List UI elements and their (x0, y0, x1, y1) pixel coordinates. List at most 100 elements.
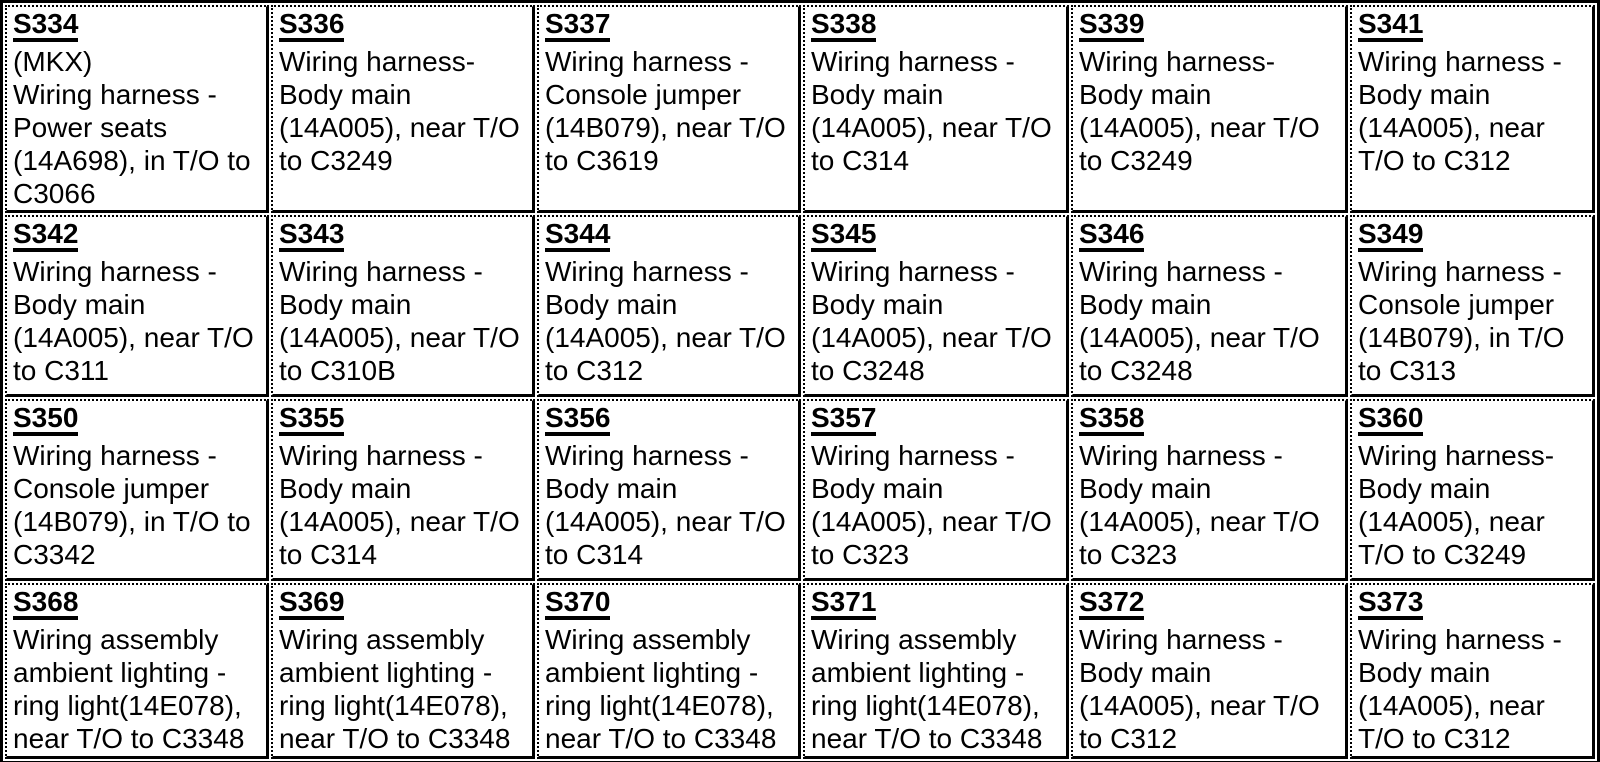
splice-code-line: S372 (1079, 587, 1341, 623)
splice-description-line: near T/O to C3348 (279, 723, 511, 754)
splice-cell-s343: S343 Wiring harness - Body main (14A005), n… (271, 215, 535, 397)
splice-description-line: to C314 (545, 539, 644, 570)
splice-code-line: S370 (545, 587, 794, 623)
splice-description-line: (14A005), near T/O (1079, 112, 1320, 143)
splice-description-line: (14A005), near (1358, 690, 1545, 721)
splice-cell-s358: S358 Wiring harness - Body main (14A005), n… (1071, 399, 1348, 581)
splice-description-line: Wiring harness - (13, 256, 217, 287)
splice-code-link[interactable]: S358 (1079, 404, 1145, 436)
splice-code-line: S345 (811, 219, 1062, 255)
splice-description-line: (14A005), near T/O (545, 322, 786, 353)
splice-description-line: Body main (811, 473, 944, 504)
splice-code-link[interactable]: S345 (811, 220, 877, 252)
splice-code-link[interactable]: S334 (13, 10, 79, 42)
splice-description-line: to C311 (13, 355, 109, 386)
splice-code-line: S373 (1358, 587, 1588, 623)
splice-code-link[interactable]: S350 (13, 404, 79, 436)
splice-description-line: C3066 (13, 178, 96, 209)
splice-code-link[interactable]: S373 (1358, 588, 1424, 620)
splice-code-line: S344 (545, 219, 794, 255)
splice-code-link[interactable]: S342 (13, 220, 79, 252)
splice-description-line: near T/O to C3348 (13, 723, 245, 754)
splice-code-line: S337 (545, 9, 794, 45)
splice-table-body: S334 (MKX) Wiring harness - Power seats (14A… (5, 5, 1595, 759)
splice-cell-s339: S339 Wiring harness- Body main (14A005), ne… (1071, 5, 1348, 213)
splice-description-line: to C313 (1358, 355, 1457, 386)
splice-description-line: Wiring assembly (13, 624, 219, 655)
splice-description-line: near T/O to C3348 (545, 723, 777, 754)
splice-description-line: Console jumper (13, 473, 210, 504)
splice-description-line: to C312 (1079, 723, 1178, 754)
splice-description-line: ambient lighting - (545, 657, 759, 688)
splice-code-link[interactable]: S360 (1358, 404, 1424, 436)
splice-description-line: (14A005), near T/O (1079, 690, 1320, 721)
splice-description-line: Wiring harness- (1079, 46, 1276, 77)
splice-code-line: S349 (1358, 219, 1588, 255)
splice-cell-s355: S355 Wiring harness - Body main (14A005), n… (271, 399, 535, 581)
splice-description-line: to C314 (811, 145, 910, 176)
splice-description-line: (14A005), near T/O (811, 322, 1052, 353)
table-row: S350 Wiring harness - Console jumper (14B07… (5, 399, 1595, 581)
splice-description-line: (14A005), near T/O (1079, 506, 1320, 537)
splice-code-line: S343 (279, 219, 528, 255)
splice-description-line: to C310B (279, 355, 396, 386)
splice-cell-s357: S357 Wiring harness - Body main (14A005), n… (803, 399, 1069, 581)
splice-code-link[interactable]: S346 (1079, 220, 1145, 252)
splice-description-line: (14A005), near T/O (1079, 322, 1320, 353)
splice-code-link[interactable]: S357 (811, 404, 877, 436)
splice-description-line: Body main (13, 289, 146, 320)
splice-cell-s345: S345 Wiring harness - Body main (14A005), n… (803, 215, 1069, 397)
splice-description-line: (14A005), near T/O (811, 112, 1052, 143)
splice-description-line: ring light(14E078), (279, 690, 508, 721)
splice-description-line: Body main (545, 289, 678, 320)
splice-description-line: to C323 (1079, 539, 1178, 570)
splice-code-line: S369 (279, 587, 528, 623)
splice-code-link[interactable]: S341 (1358, 10, 1424, 42)
splice-description-line: to C314 (279, 539, 378, 570)
splice-description-line: Body main (1358, 79, 1491, 110)
splice-code-link[interactable]: S339 (1079, 10, 1145, 42)
splice-description-line: to C3249 (279, 145, 393, 176)
splice-description-line: Wiring harness - (279, 440, 483, 471)
splice-description-line: to C3249 (1079, 145, 1193, 176)
splice-description-line: Wiring harness - (1358, 256, 1562, 287)
splice-description-line: (14B079), near T/O (545, 112, 786, 143)
splice-cell-s338: S338 Wiring harness - Body main (14A005), n… (803, 5, 1069, 213)
splice-cell-s349: S349 Wiring harness - Console jumper (14B07… (1350, 215, 1595, 397)
splice-code-link[interactable]: S349 (1358, 220, 1424, 252)
splice-description-line: Wiring harness - (811, 46, 1015, 77)
splice-code-link[interactable]: S336 (279, 10, 345, 42)
splice-code-line: S371 (811, 587, 1062, 623)
splice-code-link[interactable]: S369 (279, 588, 345, 620)
splice-description-line: to C312 (545, 355, 644, 386)
splice-cell-s356: S356 Wiring harness - Body main (14A005), n… (537, 399, 801, 581)
splice-description-line: (14A005), near T/O (279, 112, 520, 143)
splice-description-line: Console jumper (545, 79, 742, 110)
splice-description-line: Console jumper (1358, 289, 1555, 320)
splice-code-link[interactable]: S356 (545, 404, 611, 436)
splice-code-link[interactable]: S371 (811, 588, 877, 620)
splice-cell-s342: S342 Wiring harness - Body main (14A005), n… (5, 215, 269, 397)
splice-description-line: Wiring assembly (811, 624, 1017, 655)
splice-description-line: C3342 (13, 539, 96, 570)
splice-code-link[interactable]: S344 (545, 220, 611, 252)
splice-code-link[interactable]: S368 (13, 588, 79, 620)
splice-description-line: Wiring harness- (1358, 440, 1555, 471)
splice-code-link[interactable]: S337 (545, 10, 611, 42)
splice-code-link[interactable]: S343 (279, 220, 345, 252)
splice-code-link[interactable]: S372 (1079, 588, 1145, 620)
splice-description-line: (14A005), near T/O (811, 506, 1052, 537)
splice-description-line: Wiring harness - (1358, 46, 1562, 77)
splice-description-line: Body main (811, 79, 944, 110)
splice-code-line: S339 (1079, 9, 1341, 45)
splice-code-line: S360 (1358, 403, 1588, 439)
splice-description-line: Wiring harness - (811, 256, 1015, 287)
splice-code-link[interactable]: S338 (811, 10, 877, 42)
splice-description-line: Body main (1079, 473, 1212, 504)
splice-description-line: ambient lighting - (13, 657, 227, 688)
splice-description-line: Wiring harness - (13, 440, 217, 471)
splice-code-link[interactable]: S370 (545, 588, 611, 620)
splice-code-link[interactable]: S355 (279, 404, 345, 436)
splice-cell-s344: S344 Wiring harness - Body main (14A005), n… (537, 215, 801, 397)
